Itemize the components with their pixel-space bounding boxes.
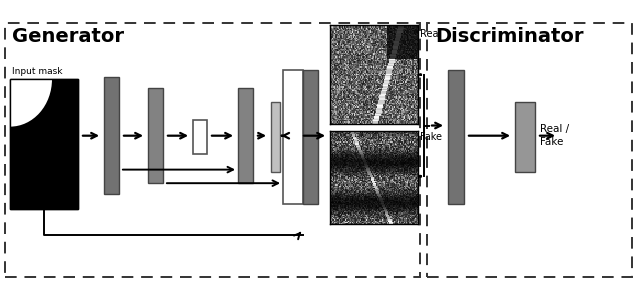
Bar <box>427 23 632 277</box>
Bar <box>5 23 420 277</box>
Bar <box>303 70 318 203</box>
Bar <box>283 70 303 203</box>
Bar <box>10 79 78 209</box>
Text: Discriminator: Discriminator <box>435 27 584 46</box>
Text: Input mask: Input mask <box>12 67 63 76</box>
Bar <box>104 77 119 195</box>
Bar <box>515 102 535 172</box>
Bar <box>193 120 207 154</box>
Text: Generator: Generator <box>12 27 124 46</box>
Bar <box>271 102 280 172</box>
Bar <box>148 88 163 183</box>
Wedge shape <box>10 79 52 127</box>
Text: Real /
Fake: Real / Fake <box>540 124 569 147</box>
Text: Real: Real <box>420 29 441 39</box>
Text: Fake: Fake <box>420 132 442 142</box>
Bar <box>448 70 464 203</box>
Bar <box>238 88 253 183</box>
Bar <box>10 79 78 209</box>
